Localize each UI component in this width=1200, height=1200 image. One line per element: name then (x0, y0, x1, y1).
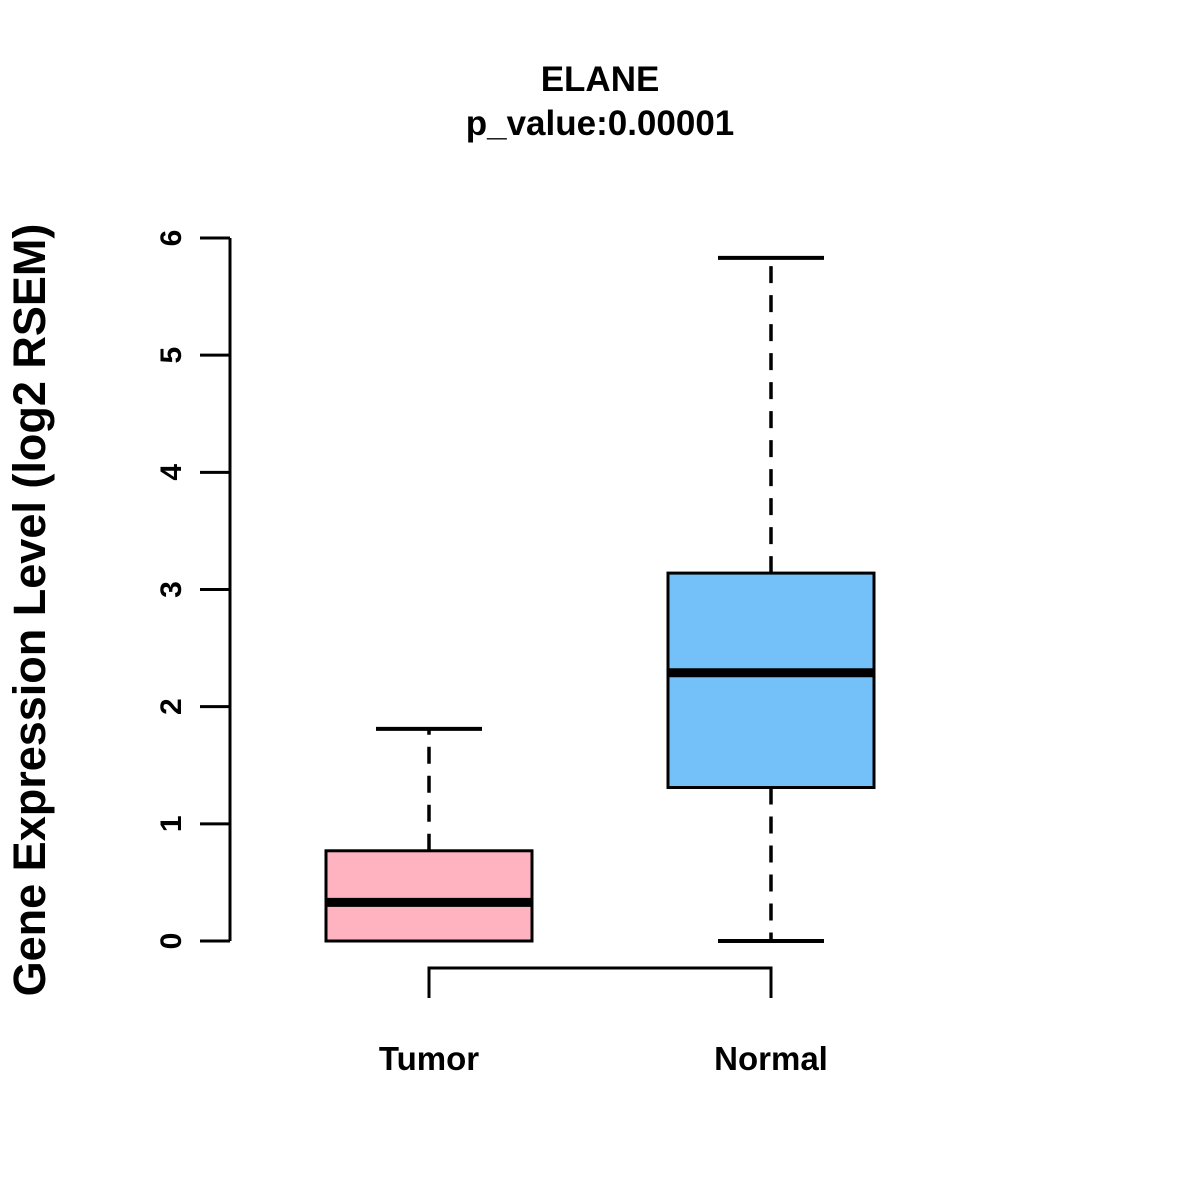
box-normal (666, 571, 876, 790)
y-tick-label: 1 (155, 815, 188, 832)
y-tick-label: 3 (155, 581, 188, 598)
x-group-label-tumor: Tumor (379, 1040, 479, 1077)
box-tumor (324, 849, 534, 943)
y-tick-label: 4 (155, 464, 188, 481)
comparison-bracket (427, 966, 773, 998)
chart-title: ELANE (540, 60, 660, 99)
y-tick-label: 0 (155, 933, 188, 950)
x-group-label-normal: Normal (714, 1040, 828, 1077)
y-tick-label: 5 (155, 347, 188, 364)
y-tick-label: 6 (155, 230, 188, 247)
chart-subtitle: p_value:0.00001 (465, 104, 735, 143)
y-tick-label: 2 (155, 698, 188, 715)
